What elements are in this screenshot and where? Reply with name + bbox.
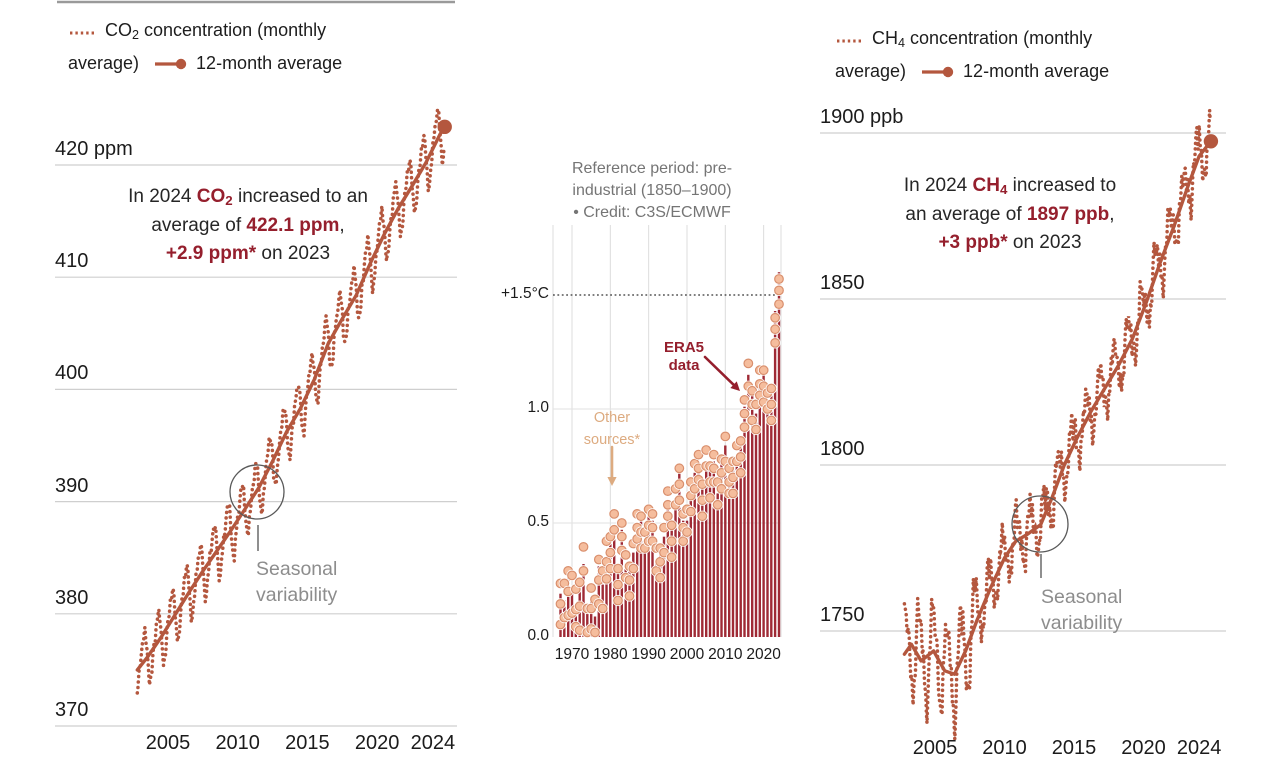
ch4-annotation-line1: In 2024 CH4 increased to	[903, 175, 1117, 198]
ch4-legend-average-label: 12-month average	[963, 61, 1110, 81]
co2-y-tick-label: 410	[55, 250, 89, 273]
credit-line: • Credit: C3S/ECMWF	[573, 204, 731, 221]
monthly-dotted-line-icon	[835, 23, 865, 55]
co2-seasonal-highlight-ring	[229, 464, 285, 520]
ch4-monthly-series	[902, 110, 1212, 740]
co2-seasonal-variability-label: Seasonal variability	[256, 558, 338, 606]
temp-y-tick-label: +1.5°C	[501, 285, 549, 302]
average-line-icon	[153, 49, 189, 81]
ch4-y-tick-label: 1800	[820, 438, 865, 460]
ch4-y-tick-label: 1900 ppb	[820, 106, 904, 128]
temp-anomaly-bars	[559, 272, 781, 637]
reference-period-line2: industrial (1850–1900)	[572, 182, 732, 199]
co2-x-tick-label: 2020	[354, 732, 400, 754]
ch4-x-tick-label: 2024	[1176, 737, 1222, 759]
temp-x-tick-label: 2000	[669, 646, 705, 663]
co2-y-tick-label: 370	[55, 699, 89, 721]
co2-12-month-average-line	[135, 119, 452, 672]
co2-x-tick-label: 2005	[145, 732, 191, 754]
ch4-legend-average-row: average) 12-month average	[835, 55, 1109, 89]
ch4-legend-monthly-row: CH4 concentration (monthly	[835, 22, 1109, 55]
co2-x-tick-label: 2015	[285, 732, 330, 754]
co2-y-tick-label: 420 ppm	[55, 138, 133, 160]
ch4-annotation-line3: +3 ppb* on 2023	[938, 232, 1082, 253]
ch4-y-tick-label: 1850	[820, 272, 865, 294]
ch4-y-tick-label: 1750	[820, 604, 865, 626]
ch4-x-tick-label: 2010	[982, 737, 1027, 759]
other-sources-points	[554, 273, 785, 639]
temp-x-tick-label: 1990	[631, 646, 666, 663]
era5-data-label: ERA5 data	[663, 339, 704, 374]
ch4-legend: CH4 concentration (monthly average) 12-mo…	[835, 22, 1109, 89]
co2-legend-wrap-label: average)	[68, 53, 140, 73]
co2-annotation-line2: average of 422.1 ppm,	[151, 214, 345, 236]
temp-y-tick-label: 1.0	[527, 399, 549, 416]
temp-y-tick-label: 0.5	[527, 513, 549, 530]
temp-x-tick-label: 2020	[746, 646, 781, 663]
ch4-legend-monthly-label: CH4 concentration (monthly	[872, 28, 1093, 51]
ch4-seasonal-highlight-ring	[1011, 495, 1069, 553]
temp-x-tick-label: 1980	[593, 646, 628, 663]
ch4-annotation-line2: an average of 1897 ppb,	[905, 203, 1115, 225]
ch4-annotation: In 2024 CH4 increased to an average of 1…	[860, 172, 1160, 258]
co2-monthly-series	[135, 104, 446, 695]
ch4-legend-wrap-label: average)	[835, 61, 907, 81]
ch4-x-tick-label: 2020	[1121, 737, 1166, 759]
other-sources-label: Other sources*	[583, 410, 641, 448]
temp-y-tick-label: 0.0	[527, 627, 549, 644]
ch4-x-tick-label: 2005	[912, 737, 958, 759]
co2-y-tick-label: 390	[55, 474, 89, 497]
temperature-chart-header: Reference period: pre- industrial (1850–…	[507, 158, 797, 224]
co2-legend-average-row: average) 12-month average	[68, 47, 342, 81]
average-line-icon	[920, 57, 956, 89]
temp-x-tick-label: 1970	[554, 646, 590, 663]
co2-y-tick-label: 380	[55, 586, 89, 609]
co2-end-point	[437, 119, 452, 135]
co2-x-tick-label: 2010	[215, 732, 260, 754]
co2-legend-average-label: 12-month average	[196, 53, 343, 73]
reference-period-line1: Reference period: pre-	[571, 160, 733, 177]
ch4-end-point	[1203, 134, 1219, 149]
co2-legend-monthly-label: CO2 concentration (monthly	[105, 20, 327, 43]
ch4-seasonal-variability-label: Seasonal variability	[1041, 586, 1123, 634]
co2-x-tick-label: 2024	[410, 732, 456, 754]
monthly-dotted-line-icon	[68, 15, 98, 47]
co2-y-tick-label: 400	[55, 362, 89, 385]
co2-annotation-line1: In 2024 CO2 increased to an	[128, 186, 368, 209]
ch4-12-month-average-line	[902, 134, 1219, 676]
co2-legend-monthly-row: CO2 concentration (monthly	[68, 14, 342, 47]
co2-legend: CO2 concentration (monthly average) 12-mo…	[68, 14, 342, 81]
ch4-x-tick-label: 2015	[1051, 737, 1097, 759]
temp-x-tick-label: 2010	[708, 646, 743, 663]
co2-annotation: In 2024 CO2 increased to an average of 4…	[98, 183, 398, 269]
co2-annotation-line3: +2.9 ppm* on 2023	[165, 243, 331, 264]
